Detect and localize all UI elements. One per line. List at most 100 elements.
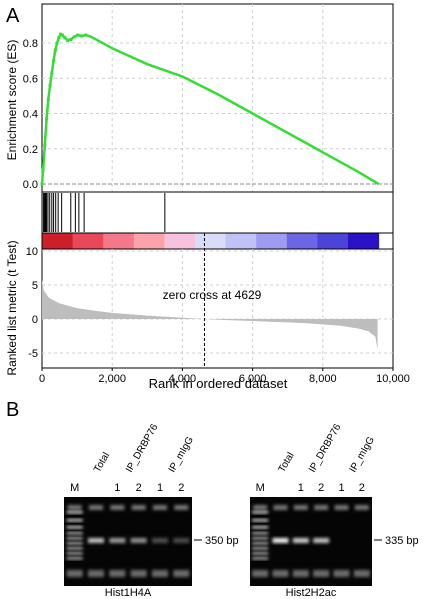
gel-well xyxy=(293,505,308,510)
es-y-tick-label: 0.6 xyxy=(23,73,38,85)
es-point xyxy=(43,143,47,147)
es-point xyxy=(52,59,56,63)
heatmap-segment xyxy=(348,233,380,249)
gel-ip-drbp76-header: IP_DRBP76 xyxy=(307,422,344,475)
heatmap-segment xyxy=(164,233,196,249)
rank-y-tick-labels: 10 5 0 -5 xyxy=(26,246,38,360)
gel-well xyxy=(354,505,369,510)
ladder-band xyxy=(66,537,83,540)
x-axis-label: Rank in ordered dataset xyxy=(149,376,288,391)
ladder-band xyxy=(66,552,83,555)
heatmap-segment xyxy=(195,233,227,249)
ladder-band xyxy=(252,557,269,560)
gel-name: Hist2H2ac xyxy=(286,587,337,599)
gel-total-header: Total xyxy=(92,451,112,475)
x-tick-label: 10,000 xyxy=(376,373,410,385)
gel-well xyxy=(273,505,288,510)
es-point xyxy=(59,32,63,36)
rank-y-tick-label: 5 xyxy=(32,280,38,292)
gel-well xyxy=(334,505,349,510)
primer-smear xyxy=(173,570,190,577)
es-point xyxy=(40,182,44,186)
heatmap-segment xyxy=(133,233,165,249)
gel-replicate-label: 1 xyxy=(114,482,120,494)
gel-well xyxy=(174,505,189,510)
ladder-band xyxy=(66,519,83,522)
product-band xyxy=(292,538,309,543)
rank-plot-frame xyxy=(41,248,394,369)
gel-background xyxy=(250,497,372,586)
gel-well xyxy=(153,505,167,510)
x-tick-labels: 0 2,000 4,000 6,000 8,000 10,000 xyxy=(39,368,410,385)
x-tick-label: 2,000 xyxy=(98,373,126,385)
es-y-tick-labels: 0.0 0.2 0.4 0.6 0.8 xyxy=(23,38,38,191)
ladder-band xyxy=(252,511,269,514)
zero-cross-label: zero cross at 4629 xyxy=(163,288,262,302)
ladder-band xyxy=(252,542,269,545)
ladder-band xyxy=(252,519,269,522)
primer-smear xyxy=(130,570,147,577)
rank-y-tick-label: -5 xyxy=(28,348,38,360)
x-tick-label: 8,000 xyxy=(309,373,337,385)
gel-well xyxy=(110,505,125,510)
gel-replicate-label: 2 xyxy=(178,482,184,494)
band-size-label: 350 bp xyxy=(205,535,239,547)
es-plot-frame xyxy=(41,3,394,193)
product-band xyxy=(130,538,147,543)
ladder-band xyxy=(252,537,269,540)
gel-replicate-label: 1 xyxy=(298,482,304,494)
product-band xyxy=(88,538,104,543)
es-point xyxy=(60,33,64,37)
gel-well xyxy=(131,505,146,510)
es-point xyxy=(80,34,84,38)
es-y-tick-label: 0.0 xyxy=(23,179,38,191)
product-band xyxy=(152,538,168,543)
gel-replicate-label: 1 xyxy=(338,482,344,494)
es-ylabel: Enrichment score (ES) xyxy=(5,40,19,161)
es-point xyxy=(57,36,61,40)
es-curve xyxy=(40,32,380,186)
es-point xyxy=(46,97,50,101)
ladder-band xyxy=(252,526,269,529)
gel-replicate-label: 2 xyxy=(359,482,365,494)
product-band xyxy=(272,538,289,543)
es-y-tick-label: 0.2 xyxy=(23,144,38,156)
primer-smear xyxy=(109,570,126,577)
rank-y-tick-label: 10 xyxy=(26,246,38,258)
heatmap-segment xyxy=(286,233,318,249)
es-point xyxy=(41,168,45,172)
gel-ip-migg-header: IP_mIgG xyxy=(167,435,196,475)
hit-ticks-panel xyxy=(41,191,394,234)
panel-b-letter: B xyxy=(6,399,19,421)
ladder-band xyxy=(66,557,83,560)
ladder-band xyxy=(66,532,83,535)
heatmap-segment xyxy=(72,233,104,249)
gel-well xyxy=(89,505,103,510)
heatmap-segment xyxy=(42,233,74,249)
rank-heatmap-bar xyxy=(41,232,394,250)
heatmap-segment xyxy=(103,233,135,249)
ladder-band xyxy=(66,526,83,529)
es-point xyxy=(84,33,88,37)
ladder-band xyxy=(252,547,269,550)
es-point xyxy=(66,38,70,42)
ranked-list-metric-plot: 10 5 0 -5 0 2,000 4,000 6,000 8,000 10,000 zero … xyxy=(5,233,410,391)
es-point xyxy=(48,83,52,87)
gel-background xyxy=(64,497,192,586)
ladder-band xyxy=(252,552,269,555)
primer-smear xyxy=(66,570,83,577)
es-y-tick-label: 0.4 xyxy=(23,109,38,121)
product-band xyxy=(313,538,330,543)
x-tick-label: 0 xyxy=(39,373,45,385)
es-point xyxy=(69,37,73,41)
primer-smear xyxy=(313,570,330,577)
gel-0: M Total IP_DRBP76 IP_mIgG 1 2 1 2 350 bp Hist1H4A xyxy=(64,422,239,599)
es-point xyxy=(45,117,49,121)
ladder-band xyxy=(66,542,83,545)
es-y-tick-label: 0.8 xyxy=(23,38,38,50)
x-tick-label: 4,000 xyxy=(169,373,197,385)
primer-smear xyxy=(252,570,269,577)
gel-marker-label: M xyxy=(70,482,79,494)
